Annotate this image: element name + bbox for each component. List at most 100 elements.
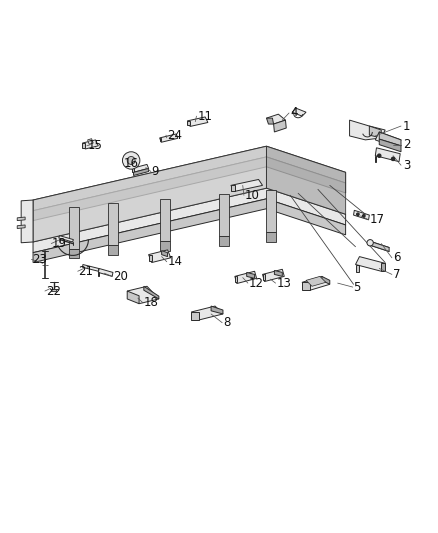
Polygon shape: [369, 126, 381, 138]
Polygon shape: [69, 248, 78, 259]
Polygon shape: [160, 138, 161, 141]
Polygon shape: [187, 121, 190, 125]
Text: 20: 20: [113, 270, 128, 283]
Text: 11: 11: [197, 110, 212, 123]
Polygon shape: [160, 134, 178, 142]
Polygon shape: [33, 188, 346, 253]
Polygon shape: [51, 289, 57, 291]
Polygon shape: [302, 277, 330, 290]
Polygon shape: [148, 250, 171, 263]
Circle shape: [363, 215, 365, 217]
Polygon shape: [356, 264, 360, 272]
Text: 13: 13: [276, 277, 291, 289]
Text: 9: 9: [152, 165, 159, 178]
Text: 15: 15: [88, 139, 102, 152]
Text: 23: 23: [32, 253, 47, 266]
Polygon shape: [108, 203, 118, 245]
Polygon shape: [127, 291, 139, 304]
Polygon shape: [21, 200, 33, 243]
Polygon shape: [292, 108, 306, 116]
Polygon shape: [266, 118, 274, 124]
Polygon shape: [144, 286, 159, 299]
Polygon shape: [368, 241, 389, 252]
Polygon shape: [191, 312, 199, 320]
Text: 12: 12: [249, 277, 264, 289]
Polygon shape: [33, 146, 346, 211]
Polygon shape: [59, 236, 74, 242]
Polygon shape: [69, 207, 78, 248]
Polygon shape: [262, 269, 284, 281]
Polygon shape: [266, 232, 276, 241]
Polygon shape: [132, 168, 134, 172]
Circle shape: [378, 154, 381, 157]
Polygon shape: [274, 120, 286, 132]
Text: 24: 24: [167, 128, 182, 142]
Polygon shape: [262, 274, 265, 280]
Polygon shape: [247, 272, 254, 278]
Polygon shape: [98, 269, 113, 277]
Polygon shape: [375, 132, 401, 148]
Polygon shape: [353, 211, 369, 220]
Text: 1: 1: [403, 119, 410, 133]
Polygon shape: [375, 156, 377, 161]
Polygon shape: [82, 140, 98, 149]
Circle shape: [127, 157, 135, 164]
Polygon shape: [162, 251, 168, 256]
Text: 3: 3: [403, 159, 410, 172]
Circle shape: [392, 157, 395, 160]
Polygon shape: [219, 194, 229, 236]
Polygon shape: [108, 245, 118, 255]
Polygon shape: [235, 271, 257, 284]
Polygon shape: [132, 164, 148, 172]
Polygon shape: [160, 241, 170, 251]
Polygon shape: [148, 255, 152, 261]
Polygon shape: [379, 132, 401, 146]
Polygon shape: [88, 139, 93, 144]
Polygon shape: [134, 168, 148, 175]
Text: 6: 6: [393, 251, 401, 264]
Circle shape: [367, 240, 373, 246]
Text: 18: 18: [144, 296, 159, 309]
Text: 17: 17: [369, 213, 385, 227]
Text: 21: 21: [78, 265, 94, 278]
Polygon shape: [266, 190, 276, 232]
Circle shape: [357, 213, 359, 215]
Polygon shape: [266, 146, 346, 214]
Text: 8: 8: [223, 316, 230, 329]
Text: 2: 2: [403, 138, 410, 151]
Polygon shape: [17, 217, 25, 221]
Polygon shape: [231, 185, 235, 191]
Polygon shape: [274, 270, 283, 277]
Polygon shape: [33, 146, 266, 242]
Polygon shape: [82, 264, 99, 271]
Polygon shape: [231, 180, 262, 191]
Polygon shape: [160, 199, 170, 241]
Polygon shape: [266, 114, 286, 124]
Polygon shape: [302, 282, 310, 290]
Polygon shape: [17, 225, 25, 229]
Polygon shape: [187, 117, 208, 126]
Circle shape: [123, 152, 140, 169]
Polygon shape: [235, 277, 237, 282]
Polygon shape: [33, 199, 346, 263]
Polygon shape: [219, 236, 229, 246]
Polygon shape: [356, 256, 385, 271]
Polygon shape: [375, 148, 400, 161]
Polygon shape: [98, 272, 99, 277]
Text: 7: 7: [393, 268, 401, 281]
Polygon shape: [322, 277, 330, 284]
Polygon shape: [379, 139, 401, 152]
Text: 16: 16: [124, 157, 139, 170]
Text: 22: 22: [46, 285, 61, 297]
Polygon shape: [350, 120, 385, 140]
Text: 10: 10: [245, 189, 260, 202]
Polygon shape: [33, 157, 346, 221]
Polygon shape: [127, 286, 159, 304]
Polygon shape: [211, 306, 223, 314]
Polygon shape: [381, 263, 385, 271]
Polygon shape: [306, 277, 326, 286]
Polygon shape: [191, 306, 223, 320]
Polygon shape: [82, 143, 85, 148]
Text: 14: 14: [168, 255, 183, 268]
Text: 5: 5: [353, 280, 361, 294]
